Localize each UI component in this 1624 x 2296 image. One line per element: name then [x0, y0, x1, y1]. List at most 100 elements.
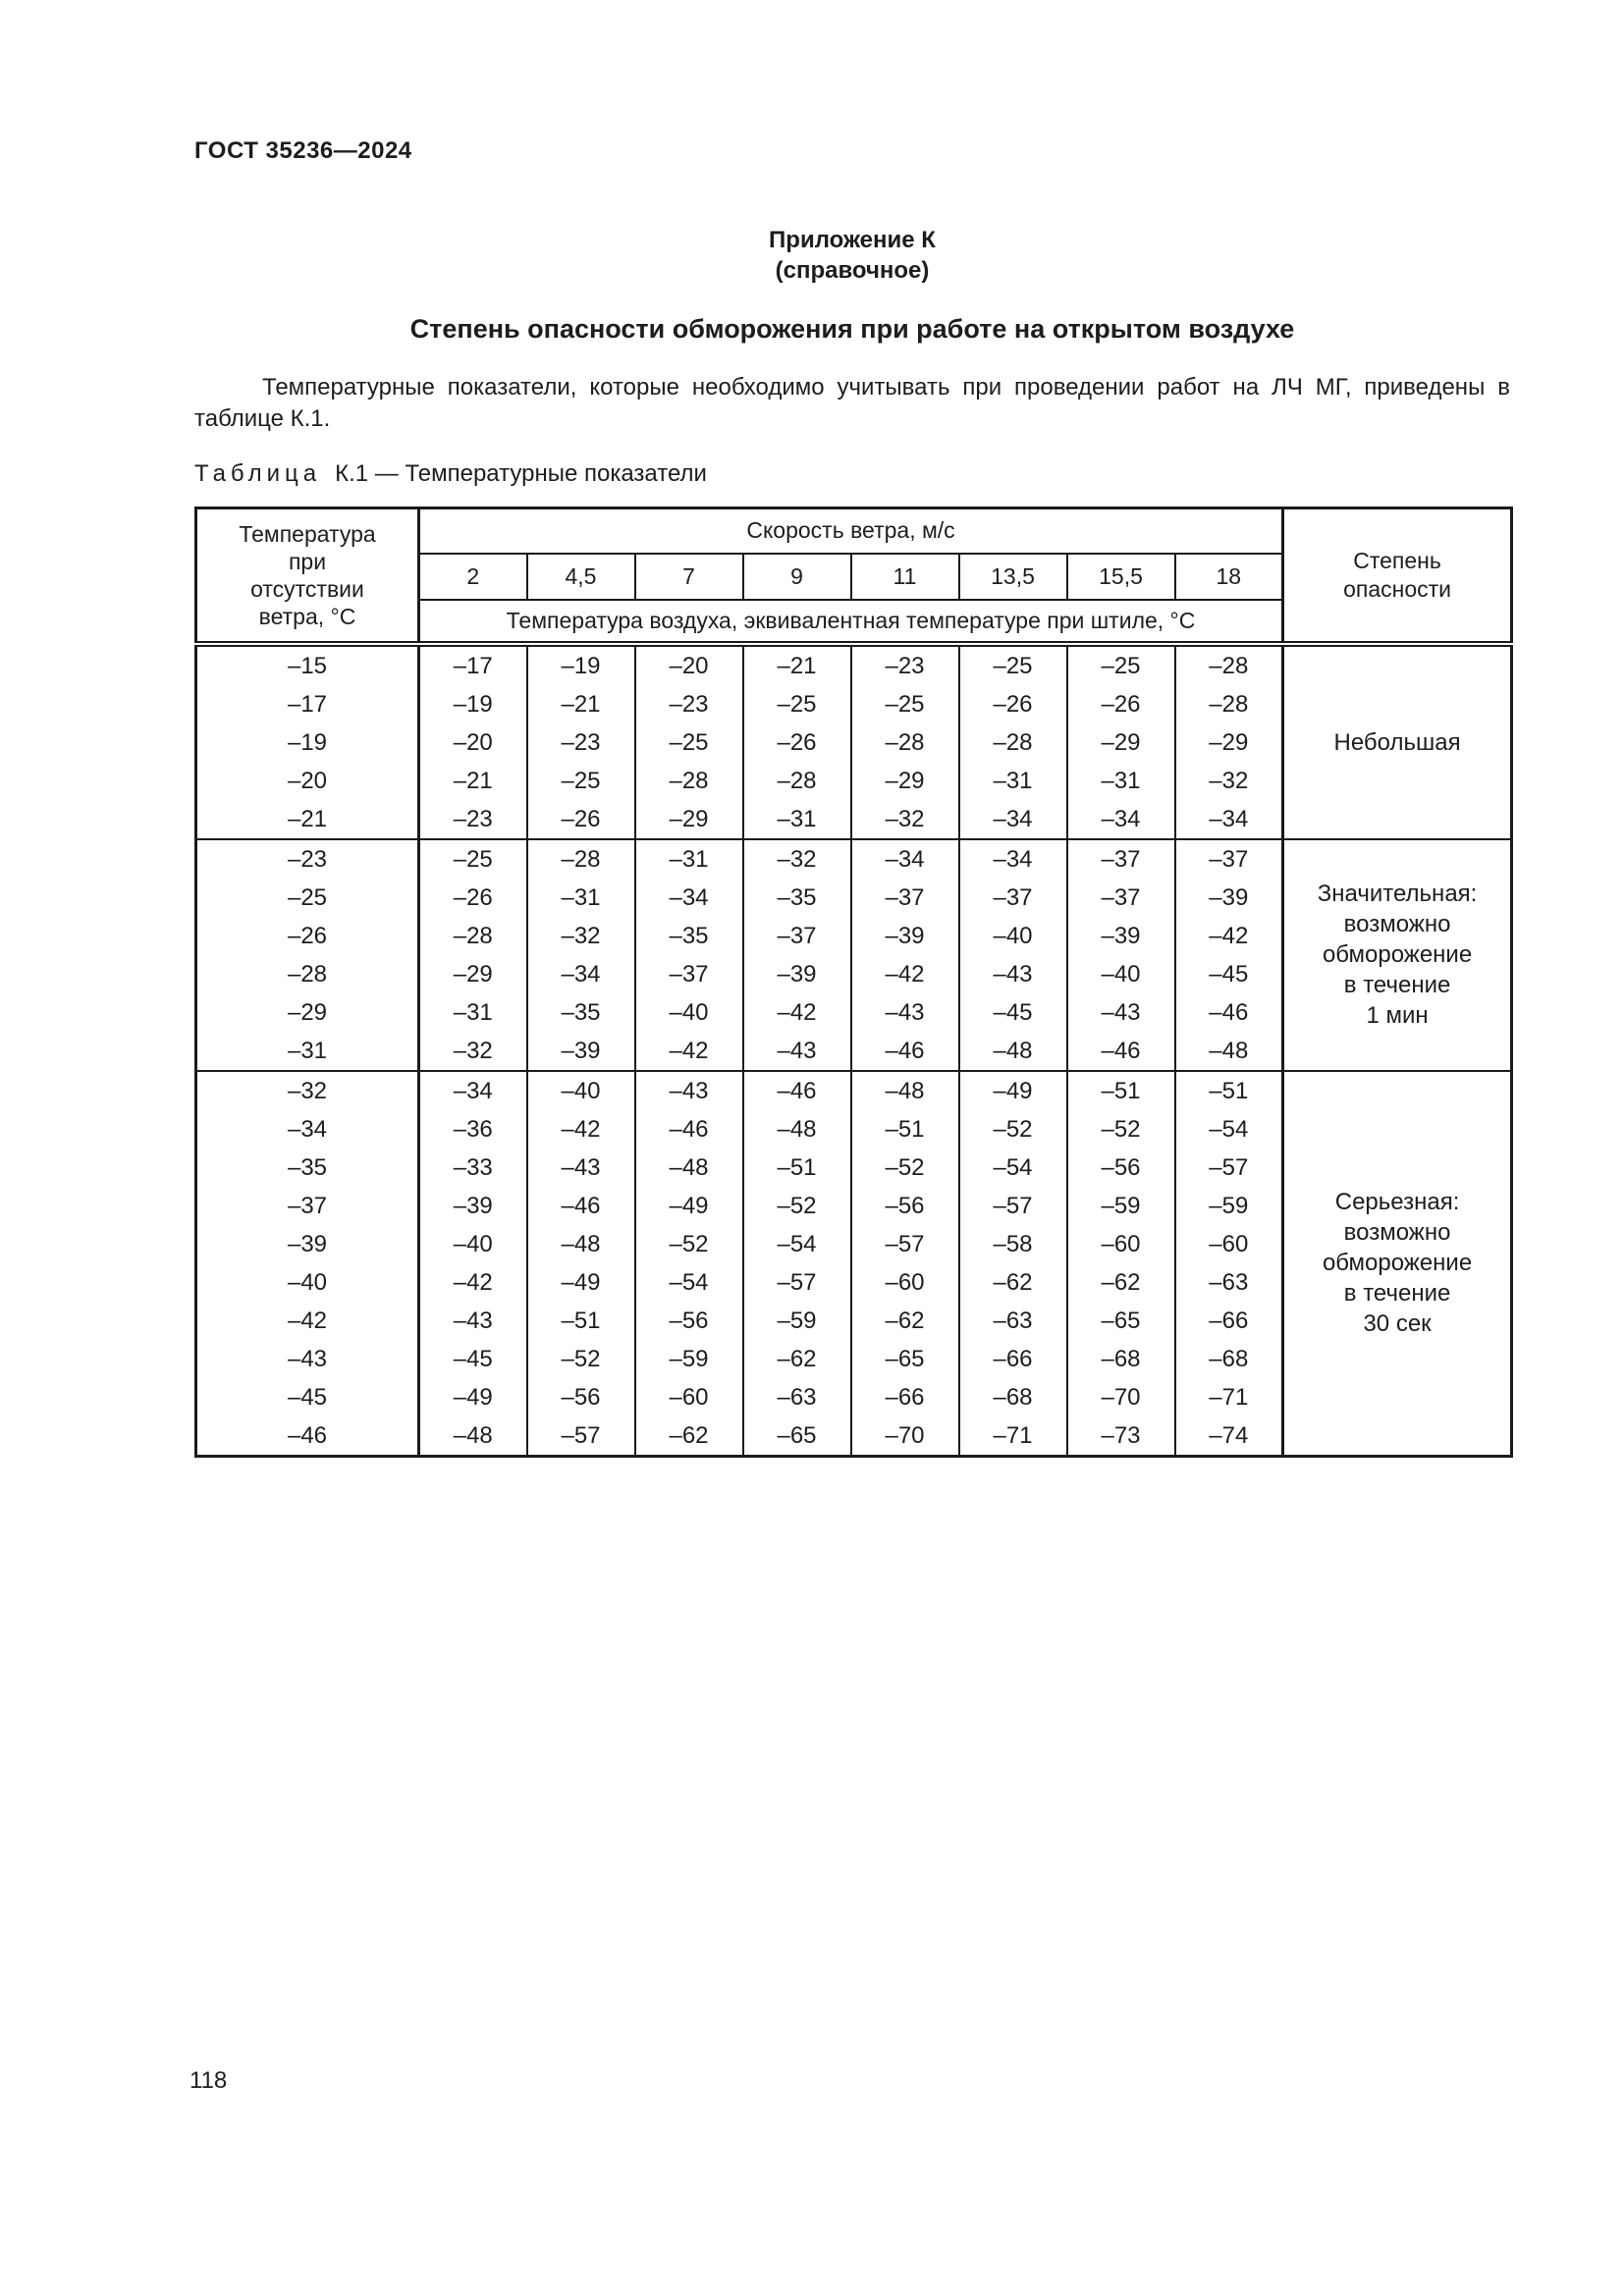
equiv-temp-value: –57 [561, 1421, 601, 1449]
equiv-temp-cell: –34 –36 –33 –39 –40 –42 –43 –45 –49 –48 [417, 1069, 528, 1457]
equiv-temp-value: –48 [561, 1230, 601, 1257]
equiv-temp-value: –17 [453, 652, 493, 679]
table-block-row: –23 –25 –26 –28 –29 –31 –25 –26 –28 –29 –31 –32 –28 –… [194, 837, 1513, 1072]
equiv-temp-value: –32 [561, 922, 601, 949]
equiv-temp-value: –51 [777, 1153, 817, 1181]
table-block-row: –32 –34 –35 –37 –39 –40 –42 –43 –45 –46 –34 –36 –33–… [194, 1069, 1513, 1457]
equiv-temp-value: –34 [993, 845, 1033, 873]
temperature-table: Температура при отсутствии ветра, °С Ско… [194, 507, 1514, 1458]
equiv-temp-value: –21 [561, 690, 601, 718]
table-caption-title: К.1 — Температурные показатели [335, 460, 707, 487]
equiv-temp-value: –26 [453, 883, 493, 911]
equiv-temp-value: –42 [885, 960, 925, 988]
header-row-wind-group: Температура при отсутствии ветра, °С Ско… [194, 507, 1513, 647]
equiv-temp-value: –48 [453, 1421, 493, 1449]
equiv-temp-value: –66 [885, 1383, 925, 1411]
equiv-temp-value: –54 [993, 1153, 1033, 1181]
equiv-temp-value: –48 [777, 1115, 817, 1143]
equiv-temp-cell: –20 –23 –25 –28 –29 [633, 642, 744, 840]
equiv-temp-value: –25 [453, 845, 493, 873]
equiv-temp-value: –59 [1209, 1192, 1249, 1219]
calm-temp-value: –37 [287, 1192, 328, 1219]
equiv-temp-value: –43 [777, 1037, 817, 1064]
equiv-temp-value: –31 [669, 845, 709, 873]
calm-temp-value: –39 [287, 1230, 328, 1257]
equiv-temp-value: –29 [1209, 728, 1249, 756]
calm-temp-value: –45 [287, 1383, 328, 1411]
equiv-temp-value: –25 [993, 652, 1033, 679]
equiv-temp-value: –42 [453, 1268, 493, 1296]
header-row-equiv-note: Температура воздуха, эквивалентная темпе… [196, 598, 1512, 647]
equiv-temp-value: –45 [993, 998, 1033, 1026]
equiv-temp-value: –62 [885, 1307, 925, 1334]
equiv-temp-cell: –28 –28 –29 –32 –34 [1173, 642, 1284, 840]
equiv-temp-value: –51 [561, 1307, 601, 1334]
wind-speed-header: 18 [1173, 552, 1284, 601]
calm-temp-value: –21 [287, 805, 328, 832]
equiv-temp-value: –35 [669, 922, 709, 949]
equiv-temp-cell: –49 –52 –54 –57 –58 –62 –63 –66 –68 –71 [957, 1069, 1068, 1457]
equiv-temp-value: –73 [1101, 1421, 1141, 1449]
equiv-temp-cell: –31 –34 –35 –37 –40 –42 [633, 837, 744, 1072]
equiv-temp-value: –43 [561, 1153, 601, 1181]
equiv-temp-value: –51 [1101, 1077, 1141, 1104]
equiv-temp-cell: –51 –52 –56 –59 –60 –62 –65 –68 –70 –73 [1065, 1069, 1176, 1457]
calm-temp-value: –20 [287, 767, 328, 794]
equiv-temp-value: –43 [1101, 998, 1141, 1026]
equiv-temp-cell: –48 –51 –52 –56 –57 –60 –62 –65 –66 –70 [849, 1069, 960, 1457]
equiv-temp-value: –28 [453, 922, 493, 949]
equiv-temp-value: –21 [453, 767, 493, 794]
equiv-temp-value: –65 [1101, 1307, 1141, 1334]
equiv-temp-value: –23 [453, 805, 493, 832]
calm-temp-value: –29 [287, 998, 328, 1026]
wind-speed-header: 15,5 [1065, 552, 1176, 601]
equiv-temp-value: –39 [1101, 922, 1141, 949]
equiv-temp-value: –68 [1209, 1345, 1249, 1372]
equiv-temp-value: –34 [885, 845, 925, 873]
equiv-temp-value: –65 [885, 1345, 925, 1372]
equiv-temp-value: –46 [777, 1077, 817, 1104]
equiv-temp-value: –49 [561, 1268, 601, 1296]
equiv-temp-value: –71 [1209, 1383, 1249, 1411]
equiv-temp-value: –68 [1101, 1345, 1141, 1372]
equiv-temp-cell: –43 –46 –48 –49 –52 –54 –56 –59 –60 –62 [633, 1069, 744, 1457]
equiv-temp-value: –40 [669, 998, 709, 1026]
equiv-temp-cell: –40 –42 –43 –46 –48 –49 –51 –52 –56 –57 [525, 1069, 636, 1457]
equiv-temp-value: –56 [669, 1307, 709, 1334]
equiv-temp-value: –23 [885, 652, 925, 679]
equiv-temp-value: –57 [885, 1230, 925, 1257]
equiv-temp-value: –34 [993, 805, 1033, 832]
calm-temp-value: –43 [287, 1345, 328, 1372]
equiv-temp-value: –40 [1101, 960, 1141, 988]
equiv-temp-value: –49 [993, 1077, 1033, 1104]
equiv-temp-value: –40 [561, 1077, 601, 1104]
calm-temp-cell: –23 –25 –26 –28 –29 –31 [194, 837, 420, 1072]
equiv-temp-value: –46 [1101, 1037, 1141, 1064]
equiv-temp-value: –40 [993, 922, 1033, 949]
equiv-temp-value: –25 [561, 767, 601, 794]
equiv-temp-value: –28 [561, 845, 601, 873]
equiv-temp-value: –29 [1101, 728, 1141, 756]
equiv-temp-value: –34 [453, 1077, 493, 1104]
table-block-row: –15 –17 –19 –20 –21 –17 –19 –20 –21 –23 –19 –21 –23–… [194, 642, 1513, 840]
equiv-temp-value: –65 [777, 1421, 817, 1449]
equiv-temp-value: –28 [993, 728, 1033, 756]
equiv-temp-cell: –25 –26 –28 –29 –31 –32 [417, 837, 528, 1072]
equiv-temp-value: –25 [885, 690, 925, 718]
equiv-temp-value: –57 [1209, 1153, 1249, 1181]
equiv-temp-cell: –32 –35 –37 –39 –42 –43 [741, 837, 852, 1072]
equiv-temp-value: –31 [561, 883, 601, 911]
equiv-temp-value: –66 [1209, 1307, 1249, 1334]
equiv-temp-cell: –25 –26 –28 –31 –34 [957, 642, 1068, 840]
calm-temp-column-header: Температура при отсутствии ветра, °С [194, 507, 420, 647]
equiv-temp-value: –39 [885, 922, 925, 949]
calm-temp-value: –32 [287, 1077, 328, 1104]
equiv-temp-value: –49 [453, 1383, 493, 1411]
equiv-temp-value: –66 [993, 1345, 1033, 1372]
equiv-temp-value: –37 [669, 960, 709, 988]
equiv-temp-value: –20 [669, 652, 709, 679]
calm-temp-value: –28 [287, 960, 328, 988]
intro-paragraph: Температурные показатели, которые необхо… [194, 374, 1510, 432]
equiv-temp-value: –42 [777, 998, 817, 1026]
